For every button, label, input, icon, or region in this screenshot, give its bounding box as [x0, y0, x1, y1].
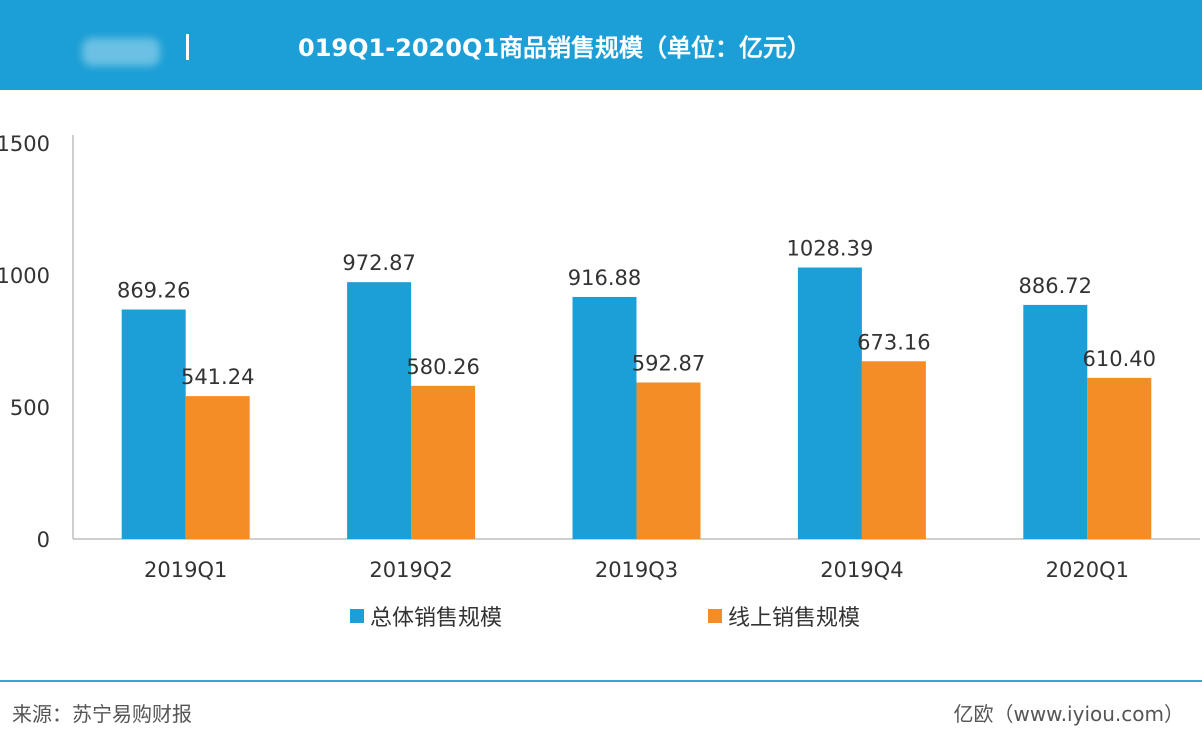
bar-online	[411, 385, 476, 539]
x-tick-label: 2019Q2	[369, 558, 452, 582]
bar-total	[572, 296, 637, 539]
y-tick-label: 1000	[0, 264, 50, 288]
bar-online	[861, 361, 926, 539]
data-label: 580.26	[406, 355, 479, 379]
bar-total	[347, 282, 412, 539]
x-tick-label: 2019Q4	[820, 558, 903, 582]
bar-total	[797, 267, 862, 539]
x-tick-label: 2019Q3	[595, 558, 678, 582]
data-label: 541.24	[181, 365, 254, 389]
source-note: 来源：苏宁易购财报	[12, 702, 192, 726]
brand-note: 亿欧（www.iyiou.com）	[953, 702, 1184, 726]
chart-legend: 总体销售规模 线上销售规模	[0, 600, 1202, 632]
legend-item-online: 线上销售规模	[708, 600, 860, 632]
data-label: 673.16	[857, 330, 930, 354]
legend-item-total: 总体销售规模	[350, 600, 502, 632]
logo-divider	[186, 34, 189, 60]
y-tick-label: 0	[37, 528, 50, 552]
bar-online	[636, 382, 701, 539]
chart-title: 019Q1-2020Q1商品销售规模（单位：亿元）	[298, 34, 812, 62]
bar-total	[121, 309, 186, 539]
legend-swatch-online	[708, 609, 722, 623]
legend-swatch-total	[350, 609, 364, 623]
y-tick-label: 1500	[0, 132, 50, 156]
blurred-logo	[82, 38, 160, 66]
bar-chart: 0 500 1000 1500 869.26 541.24 2019Q1 972.87 580.…	[0, 132, 1200, 582]
bar-total	[1023, 304, 1088, 539]
bar-online	[1087, 377, 1152, 539]
x-tick-label: 2019Q1	[144, 558, 227, 582]
bar-online	[185, 396, 250, 539]
footer-divider	[0, 680, 1202, 682]
data-label: 916.88	[568, 266, 641, 290]
data-label: 972.87	[342, 251, 415, 275]
legend-label-total: 总体销售规模	[370, 606, 503, 631]
data-label: 886.72	[1019, 274, 1092, 298]
data-label: 1028.39	[786, 237, 873, 261]
data-label: 610.40	[1083, 347, 1156, 371]
y-tick-label: 500	[10, 396, 50, 420]
data-label: 869.26	[117, 279, 190, 303]
x-tick-label: 2020Q1	[1046, 558, 1129, 582]
title-banner: 019Q1-2020Q1商品销售规模（单位：亿元）	[0, 0, 1202, 90]
legend-label-online: 线上销售规模	[728, 606, 861, 631]
data-label: 592.87	[632, 351, 705, 375]
